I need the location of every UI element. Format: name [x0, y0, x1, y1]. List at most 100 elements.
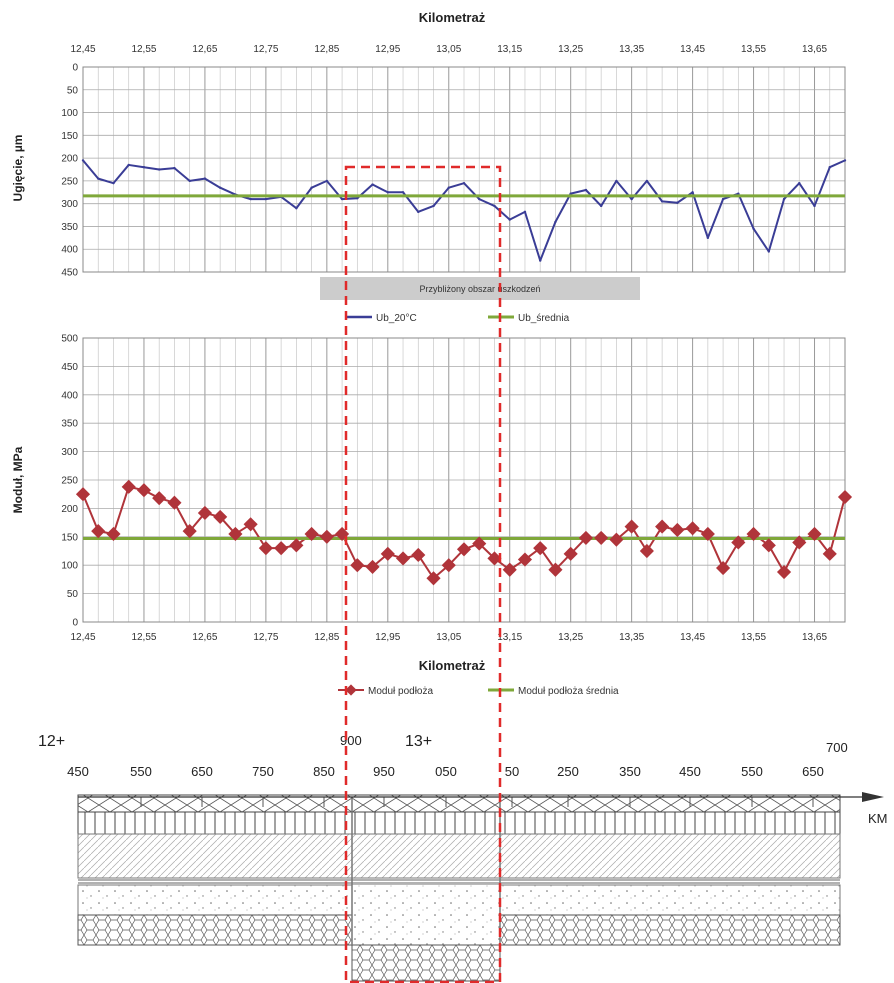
- top-x-tick: 13,15: [497, 44, 522, 55]
- replaced-zone-aggregate: [352, 885, 500, 945]
- modulus-point: [91, 524, 106, 539]
- bottom-y-tick: 450: [61, 362, 78, 373]
- modulus-point: [75, 487, 91, 502]
- profile-km-tick: 450: [679, 764, 701, 779]
- modulus-point: [746, 526, 761, 542]
- profile-label-12: 12+: [38, 733, 65, 750]
- legend-label-modul: Moduł podłoża: [368, 686, 433, 697]
- bottom-y-tick: 300: [61, 447, 78, 458]
- km-axis-label: KM: [868, 811, 888, 826]
- bottom-x-tick: 13,45: [680, 632, 705, 643]
- modulus-point: [578, 530, 593, 546]
- modulus-point: [274, 541, 289, 556]
- layer-binder-course: [77, 811, 841, 835]
- modulus-point: [456, 542, 472, 557]
- modulus-point: [700, 526, 715, 542]
- deflection-point: [447, 186, 450, 189]
- deflection-point: [173, 166, 176, 170]
- modulus-point: [121, 479, 136, 494]
- bottom-x-tick: 12,65: [192, 632, 217, 643]
- profile-km-tick: 450: [67, 764, 89, 779]
- top-x-tick: 13,25: [558, 44, 583, 55]
- modulus-point: [517, 552, 533, 567]
- modulus-point: [685, 521, 700, 536]
- top-x-tick: 13,65: [802, 44, 827, 55]
- deflection-point: [645, 179, 649, 183]
- modulus-point: [182, 524, 197, 539]
- deflection-point: [615, 179, 618, 183]
- profile-km-tick: 950: [373, 764, 395, 779]
- deflection-point: [356, 197, 359, 200]
- deflection-point: [340, 197, 344, 201]
- deflection-point: [218, 186, 222, 189]
- deflection-point: [660, 200, 664, 203]
- bottom-y-tick: 150: [61, 532, 78, 543]
- deflection-point: [676, 201, 679, 204]
- top-y-tick: 50: [67, 85, 79, 96]
- deflection-point: [371, 183, 374, 186]
- bottom-plot-frame: [82, 337, 846, 623]
- deflection-point: [310, 186, 313, 189]
- bottom-y-tick: 100: [61, 561, 78, 572]
- modulus-point: [472, 536, 487, 551]
- modulus-point: [655, 519, 670, 534]
- bottom-x-tick: 13,15: [497, 632, 522, 643]
- top-x-tick: 12,55: [131, 44, 156, 55]
- top-y-tick: 150: [61, 131, 78, 142]
- top-x-tick: 12,45: [70, 44, 95, 55]
- deflection-point: [782, 197, 786, 201]
- modulus-point: [106, 526, 121, 542]
- top-y-tick: 100: [61, 108, 78, 119]
- bottom-x-tick: 12,55: [131, 632, 156, 643]
- legend-label-modul-srednia: Moduł podłoża średnia: [518, 686, 619, 697]
- profile-km-tick: 750: [252, 764, 274, 779]
- top-y-tick: 0: [72, 63, 78, 74]
- deflection-point: [798, 181, 801, 185]
- deflection-point: [767, 250, 770, 253]
- profile-label-900: 900: [340, 733, 362, 748]
- deflection-point: [112, 181, 115, 185]
- legend-marker-modul: [345, 684, 357, 696]
- deflection-point: [691, 191, 694, 194]
- deflection-point: [493, 204, 496, 208]
- top-x-tick: 12,85: [314, 44, 339, 55]
- modulus-point: [426, 571, 441, 586]
- bottom-x-tick: 13,65: [802, 632, 827, 643]
- profile-km-tick: 850: [313, 764, 335, 779]
- deflection-point: [432, 204, 435, 208]
- modulus-point: [380, 546, 395, 561]
- modulus-point: [563, 546, 578, 561]
- modulus-point: [548, 562, 563, 577]
- profile-km-tick: 050: [435, 764, 457, 779]
- modulus-point: [792, 535, 807, 550]
- top-x-tick: 13,45: [680, 44, 705, 55]
- top-x-tick: 12,65: [192, 44, 217, 55]
- profile-km-tick: 350: [619, 764, 641, 779]
- top-y-tick: 250: [61, 176, 78, 187]
- deflection-point: [325, 179, 329, 183]
- modulus-point: [776, 564, 792, 580]
- profile-km-tick: 650: [191, 764, 213, 779]
- deflection-point: [203, 177, 207, 180]
- modulus-point: [487, 551, 502, 566]
- top-x-tick: 13,05: [436, 44, 461, 55]
- deflection-point: [523, 210, 527, 214]
- modulus-point: [502, 562, 517, 577]
- top-chart-title: Kilometraż: [419, 10, 486, 25]
- deflection-point: [813, 204, 816, 208]
- bottom-chart-title: Kilometraż: [419, 658, 486, 673]
- modulus-point: [167, 495, 182, 510]
- bottom-x-tick: 13,35: [619, 632, 644, 643]
- deflection-point: [97, 177, 100, 180]
- layer-asphalt-base: [77, 833, 841, 879]
- modulus-point: [731, 535, 746, 550]
- deflection-point: [843, 159, 847, 162]
- modulus-point: [807, 526, 822, 542]
- bottom-x-tick: 12,45: [70, 632, 95, 643]
- modulus-point: [594, 530, 609, 546]
- legend-label-ub-srednia: Ub_średnia: [518, 313, 570, 324]
- deflection-point: [752, 227, 755, 230]
- bottom-x-tick: 13,55: [741, 632, 766, 643]
- deflection-point: [599, 204, 603, 208]
